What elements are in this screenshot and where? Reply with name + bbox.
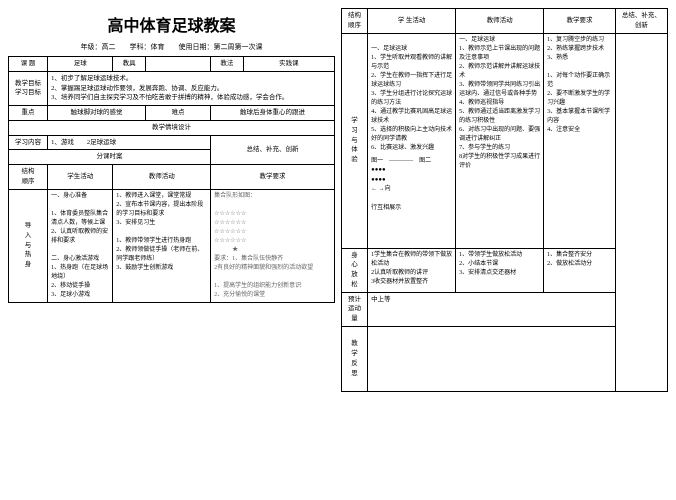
col-req-r: 教学要求 xyxy=(544,9,616,34)
col-struct: 结构 顺序 xyxy=(9,165,48,190)
cell-tools xyxy=(145,57,210,72)
cell-student1: 一、身心准备 1、体育委员整队集合清点人数，等候上课 2、认真听取教师的安排和要… xyxy=(48,189,113,302)
meta-line: 年级：高二 学科：体育 使用日期：第二周第一次课 xyxy=(8,42,335,52)
cell-req1: 集合队形如图： ☆☆☆☆☆☆ ☆☆☆☆☆☆ ☆☆☆☆☆☆ ☆☆☆☆☆☆ ★ 要求… xyxy=(211,189,335,302)
cell-topic: 足球 xyxy=(48,57,113,72)
cell-notes-label: 总结、补充、创新 xyxy=(211,135,335,165)
cell-keypoint-label: 重点 xyxy=(9,106,48,121)
cell-teacher1: 1、教师进入课堂，课堂常规 2、宣布本节课内容，提出本阶段的学习目标和要求 3、… xyxy=(113,189,211,302)
col-teacher-r: 教师活动 xyxy=(456,9,544,34)
col-req: 教学要求 xyxy=(211,165,335,190)
cell-intensity-label: 预计 运动 量 xyxy=(342,292,368,326)
cell-content: 1、游戏 2足球运球 xyxy=(48,135,211,150)
cell-goals: 1、初步了解足球运球技术。 2、掌握踢足球运球动作要领，发展奔跑、协调、反应能力… xyxy=(48,71,335,105)
cell-reflect-body xyxy=(368,326,616,391)
diagram-block: 图一 ———— 图二 ●●●● ●●●● ← →向 行互相展示 xyxy=(371,157,452,215)
cell-req3: 1、集合整齐安分 2、做放松活动分 xyxy=(544,248,616,292)
cell-req2: 1、复习腾空步的练习 2、熟练掌握跨步技术 3、熟悉 1、对每个动作要正确示范 … xyxy=(544,33,616,248)
cell-student3: 1学生集合在教师的带领下做放松活动 2认真听取教师的讲评 3收交器材并放置整齐 xyxy=(368,248,456,292)
page-left: 高中体育足球教案 年级：高二 学科：体育 使用日期：第二周第一次课 课 题 足球… xyxy=(8,8,335,492)
cell-tools-label: 教具 xyxy=(113,57,146,72)
cell-diffpoint: 触球后身体重心的跟进 xyxy=(211,106,335,121)
table-row: 教学情境设计 xyxy=(9,120,335,135)
table-row: 学习内容 1、游戏 2足球运球 总结、补充、创新 xyxy=(9,135,335,150)
cell-intensity: 中上等 xyxy=(368,292,616,326)
col-student: 学生活动 xyxy=(48,165,113,190)
lesson-table-left: 课 题 足球 教具 教法 实践课 教学目标 学习目标 1、初步了解足球运球技术。… xyxy=(8,56,335,303)
table-row: 结构 顺序 学生活动 教师活动 教学要求 xyxy=(9,165,335,190)
cell-struct3: 身 心 放 松 xyxy=(342,248,368,292)
cell-goals-label: 教学目标 学习目标 xyxy=(9,71,48,105)
col-teacher: 教师活动 xyxy=(113,165,211,190)
doc-title: 高中体育足球教案 xyxy=(8,12,335,36)
cell-reflect-label: 教 学 反 思 xyxy=(342,326,368,391)
cell-topic-label: 课 题 xyxy=(9,57,48,72)
col-student-r: 学 生活动 xyxy=(368,9,456,34)
cell-method: 实践课 xyxy=(243,57,334,72)
cell-section-label: 分课时案 xyxy=(9,150,211,165)
table-row: 结构 顺序 学 生活动 教师活动 教学要求 总结、补充、创新 xyxy=(342,9,668,34)
table-row: 导 入 与 热 身 一、身心准备 1、体育委员整队集合清点人数，等候上课 2、认… xyxy=(9,189,335,302)
lesson-table-right: 结构 顺序 学 生活动 教师活动 教学要求 总结、补充、创新 学 习 与 体 验… xyxy=(341,8,668,392)
col-struct-r: 结构 顺序 xyxy=(342,9,368,34)
page-right: 结构 顺序 学 生活动 教师活动 教学要求 总结、补充、创新 学 习 与 体 验… xyxy=(341,8,668,492)
cell-method-label: 教法 xyxy=(211,57,244,72)
table-row: 教学目标 学习目标 1、初步了解足球运球技术。 2、掌握踢足球运球动作要领，发展… xyxy=(9,71,335,105)
cell-student2: 一、足球运球 1、学生听取并观看教师的讲解与示范 2、学生在教师一指挥下进行足球… xyxy=(368,33,456,248)
cell-struct2: 学 习 与 体 验 xyxy=(342,33,368,248)
cell-keypoint: 触球脚对球的感觉 xyxy=(48,106,146,121)
cell-struct1: 导 入 与 热 身 xyxy=(9,189,48,302)
cell-diffpoint-label: 难点 xyxy=(145,106,210,121)
cell-teacher2: 一、足球运球 1、教师示范上节课出现的问题及注意事项 2、教师示范讲解并讲解运球… xyxy=(456,33,544,248)
col-notes-r: 总结、补充、创新 xyxy=(615,9,667,34)
cell-content-label: 学习内容 xyxy=(9,135,48,150)
table-row: 学 习 与 体 验 一、足球运球 1、学生听取并观看教师的讲解与示范 2、学生在… xyxy=(342,33,668,248)
cell-design-label: 教学情境设计 xyxy=(9,120,335,135)
table-row: 课 题 足球 教具 教法 实践课 xyxy=(9,57,335,72)
cell-teacher3: 1、带领学生做放松活动 2、小结本节课 3、安排清点交还器材 xyxy=(456,248,544,292)
table-row: 重点 触球脚对球的感觉 难点 触球后身体重心的跟进 xyxy=(9,106,335,121)
cell-notes-r-body xyxy=(615,33,667,391)
